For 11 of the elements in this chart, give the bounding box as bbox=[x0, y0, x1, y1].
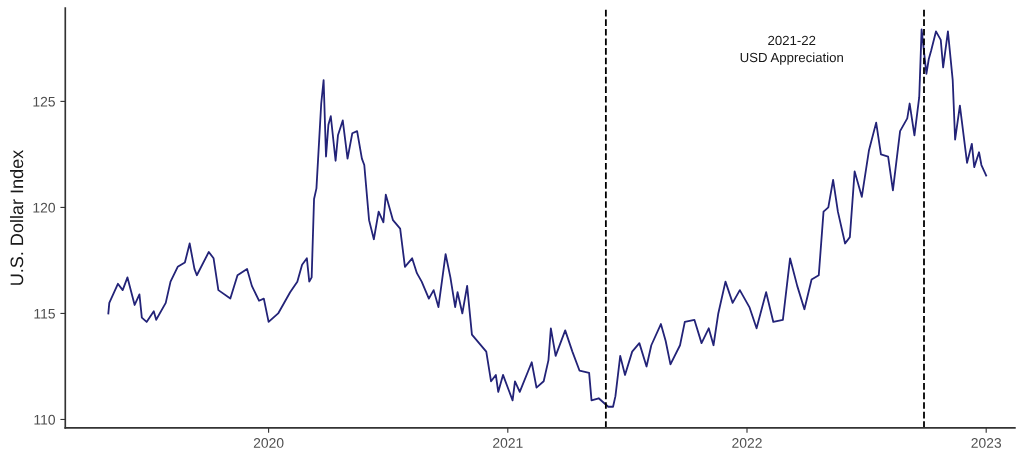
x-tick-label: 2020 bbox=[253, 438, 284, 448]
y-tick-label: 120 bbox=[33, 202, 56, 213]
y-tick-label: 110 bbox=[34, 414, 56, 425]
x-tick-label: 2021 bbox=[493, 438, 523, 448]
annotation: 2021-22 USD Appreciation bbox=[740, 35, 843, 65]
y-tick-label: 115 bbox=[34, 308, 55, 319]
y-tick-label: 125 bbox=[33, 96, 55, 107]
y-axis-title: U.S. Dollar Index bbox=[10, 149, 24, 285]
x-tick-label: 2023 bbox=[971, 438, 1002, 448]
x-tick-label: 2022 bbox=[732, 438, 762, 448]
line-series bbox=[107, 28, 988, 408]
